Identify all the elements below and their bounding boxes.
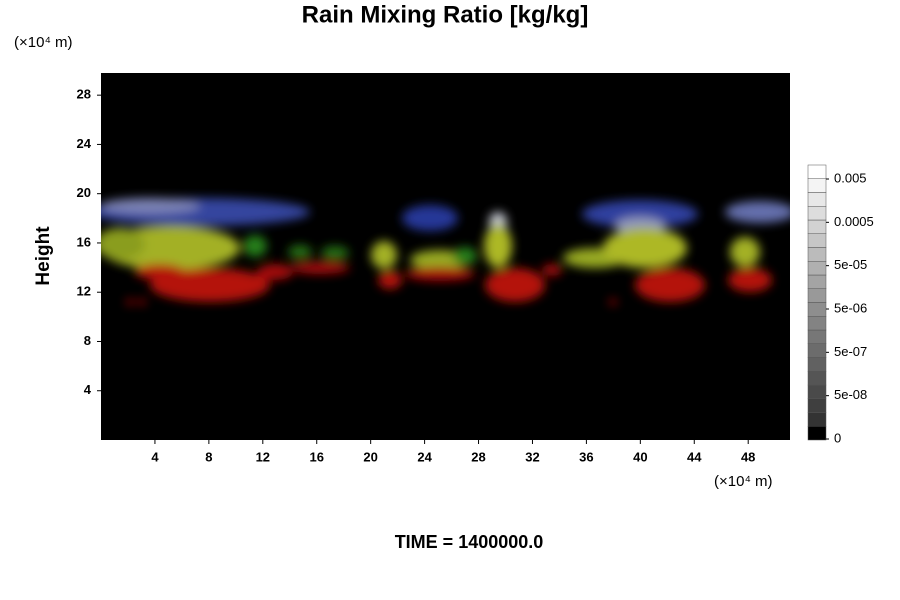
colorbar-bin [807,164,827,179]
colorbar-bin [807,329,827,344]
x-tick-label: 16 [309,449,323,464]
colorbar: 0 5e-08 5e-07 5e-06 5e-05 0.0005 0.005 [807,164,874,445]
colorbar-bin [807,233,827,248]
x-tick-label: 36 [579,449,593,464]
colorbar-bin [807,343,827,358]
colorbar-bin [807,316,827,331]
colorbar-bin [807,247,827,262]
y-tick-label: 4 [84,382,92,397]
colorbar-bin [807,192,827,207]
x-tick-label: 48 [741,449,755,464]
colorbar-tick-label: 0.005 [834,170,867,185]
time-label: TIME = 1400000.0 [395,532,544,552]
colorbar-bin [807,261,827,276]
x-tick-label: 12 [256,449,270,464]
x-tick-label: 32 [525,449,539,464]
colorbar-tick-label: 5e-05 [834,257,867,272]
colorbar-bin [807,219,827,234]
y-tick-label: 12 [77,284,91,299]
y-tick-label: 16 [77,234,91,249]
colorbar-bin [807,274,827,289]
x-tick-label: 4 [151,449,159,464]
y-tick-label: 8 [84,333,91,348]
colorbar-bin [807,426,827,441]
colorbar-bin [807,206,827,221]
colorbar-bin [807,357,827,372]
colorbar-bin [807,302,827,317]
x-tick-label: 40 [633,449,647,464]
y-unit: (×10⁴ m) [14,34,73,51]
y-tick-label: 24 [77,136,92,151]
colorbar-bin [807,288,827,303]
colorbar-tick-label: 0 [834,430,841,445]
colorbar-bin [807,398,827,413]
x-tick-label: 8 [205,449,212,464]
colorbar-bin [807,178,827,193]
y-tick-label: 28 [77,87,91,102]
x-tick-label: 24 [417,449,432,464]
y-tick-label: 20 [77,185,91,200]
colorbar-bin [807,384,827,399]
colorbar-tick-label: 5e-08 [834,387,867,402]
colorbar-bin [807,412,827,427]
chart-title: Rain Mixing Ratio [kg/kg] [302,1,589,28]
colorbar-bin [807,371,827,386]
colorbar-tick-label: 0.0005 [834,214,874,229]
colorbar-tick-label: 5e-07 [834,344,867,359]
x-unit: (×10⁴ m) [714,473,773,490]
x-tick-label: 28 [471,449,485,464]
x-tick-label: 20 [363,449,377,464]
x-tick-label: 44 [687,449,702,464]
y-axis-label: Height [33,226,54,286]
colorbar-tick-label: 5e-06 [834,300,867,315]
rendering [101,198,790,305]
